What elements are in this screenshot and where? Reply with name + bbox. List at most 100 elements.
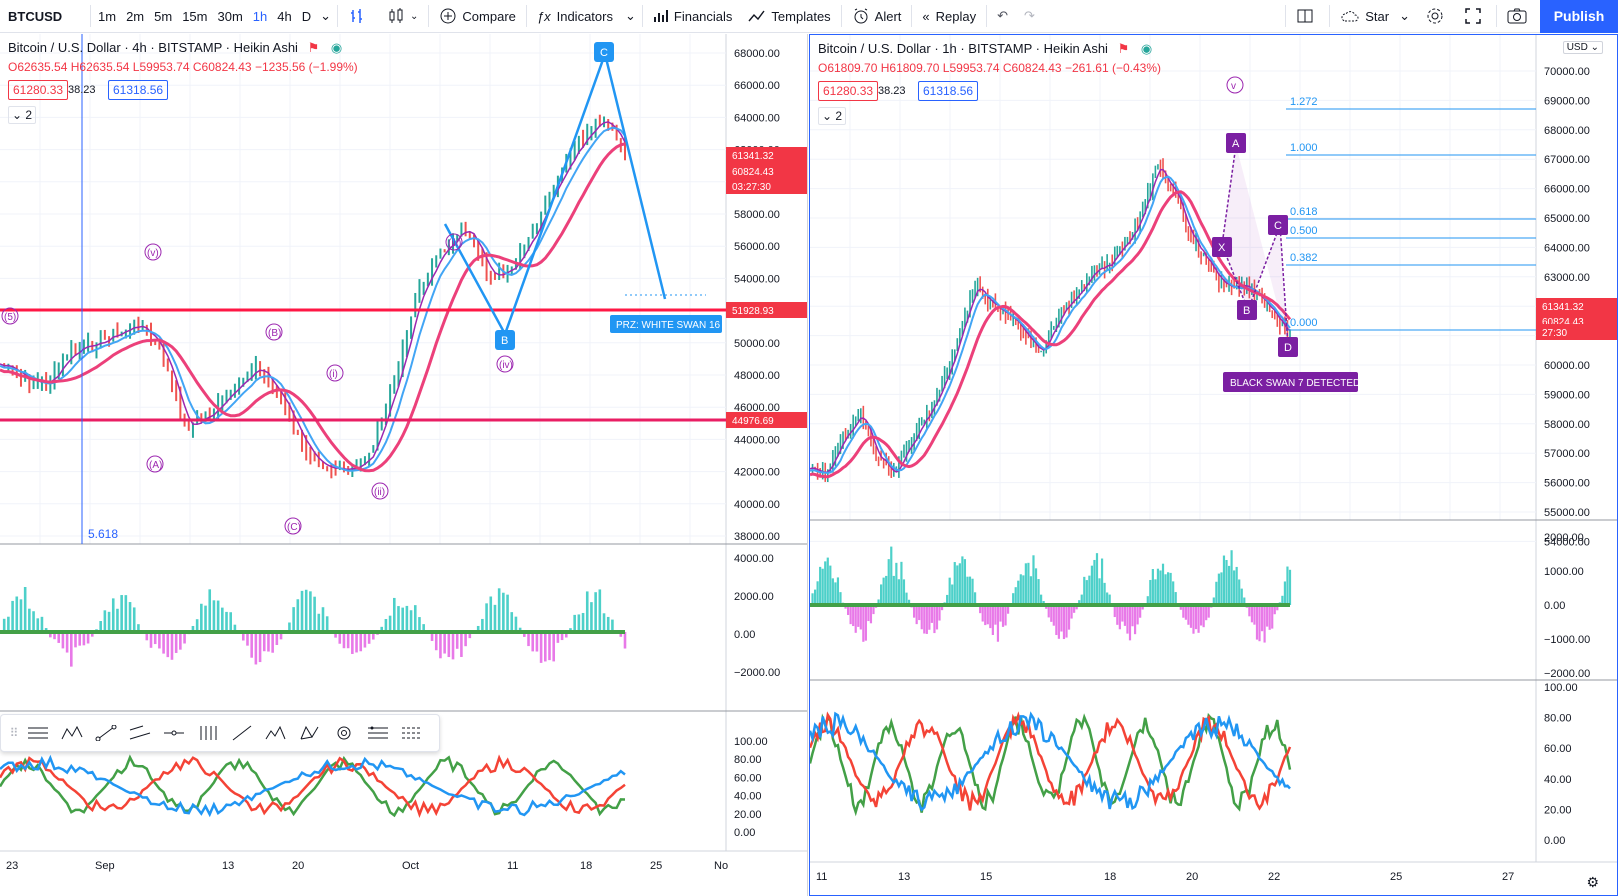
chart-canvas-1h[interactable]: 70000.00 69000.00 68000.00 67000.00 66000.00… (810, 35, 1617, 895)
fullscreen-icon[interactable] (1457, 0, 1494, 33)
buy-price-button[interactable]: 61318.56 (918, 81, 979, 101)
interval-30m[interactable]: 30m (217, 8, 243, 24)
chart-pane-4h[interactable]: 68000.0066000.0064000.0062000.0060000.00… (0, 34, 808, 896)
fib-extension-icon[interactable] (395, 718, 429, 748)
divider (1496, 5, 1497, 27)
time-tick-label: 13 (222, 860, 234, 872)
rsi-tick-label: 80.00 (1544, 713, 1572, 725)
elliott-wave-marker (284, 517, 302, 535)
harmonic-pattern-line (443, 49, 667, 338)
spiral-icon[interactable] (327, 718, 361, 748)
wave-pattern-icon[interactable] (55, 718, 89, 748)
moving-average-line (0, 142, 626, 473)
price-tick-label: 54000.00 (734, 273, 780, 285)
line-tool-icon[interactable] (225, 718, 259, 748)
redo-icon[interactable]: ↷ (1024, 8, 1035, 23)
interval-5m[interactable]: 5m (154, 8, 173, 24)
price-tick-label: 63000.00 (1544, 272, 1590, 284)
symbol-search[interactable]: BTCUSD (8, 8, 63, 24)
alert-button[interactable]: Alert (844, 0, 910, 33)
spread-value: 38.23 (68, 84, 96, 96)
rsi-tick-label: 20.00 (734, 809, 762, 821)
high-value: H61809.70 (880, 61, 940, 75)
publish-button[interactable]: Publish (1540, 0, 1618, 33)
low-value: L59953.74 (942, 61, 1000, 75)
templates-button[interactable]: Templates (740, 0, 838, 33)
moving-average-line (810, 175, 1291, 474)
interval-1h[interactable]: 1h (252, 8, 268, 24)
pattern-point-label: A (1232, 138, 1240, 150)
rsi-tick-label: 60.00 (1544, 743, 1572, 755)
price-tick-label: 54000.00 (1544, 536, 1590, 548)
settings-gear-icon[interactable] (1418, 0, 1457, 33)
price-tick-label: 67000.00 (1544, 154, 1590, 166)
trend-line-icon[interactable] (89, 718, 123, 748)
parallel-channel-icon[interactable] (123, 718, 157, 748)
chart-canvas-4h[interactable]: 68000.0066000.0064000.0062000.0060000.00… (0, 34, 808, 896)
pattern-point-bg (495, 330, 515, 350)
pattern-point-bg (1278, 337, 1298, 357)
interval-2m[interactable]: 2m (126, 8, 145, 24)
divider (1329, 5, 1331, 27)
buy-price-button[interactable]: 61318.56 (108, 80, 169, 100)
fib-level-label: 0.000 (1290, 317, 1318, 329)
osc-tick-label: 2000.00 (1544, 532, 1584, 544)
currency-selector[interactable]: USD ⌄ (1562, 41, 1603, 54)
fib-levels-icon[interactable] (361, 718, 395, 748)
replay-button[interactable]: « Replay (914, 0, 984, 33)
candle-style-icon[interactable]: ⌄ (379, 0, 426, 33)
vertical-lines-icon[interactable] (191, 718, 225, 748)
compare-button[interactable]: Compare (431, 0, 523, 33)
bar-style-icon[interactable] (340, 0, 379, 33)
rsi-tick-label: 80.00 (734, 754, 762, 766)
flag-icon[interactable]: ⚑ (307, 40, 320, 55)
price-axis-bg (1536, 35, 1617, 862)
indicators-button[interactable]: ƒx Indicators (529, 0, 621, 33)
elliott-wave-icon[interactable] (259, 718, 293, 748)
open-value: O62635.54 (8, 60, 68, 74)
settings-gear-icon[interactable]: ⚙ (1586, 874, 1599, 890)
sell-price-button[interactable]: 61280.33 (818, 81, 879, 101)
save-layout-button[interactable]: Star ⌄ (1332, 0, 1418, 33)
interval-dropdown-icon[interactable]: ⌄ (320, 8, 332, 23)
divider (90, 5, 91, 27)
elliott-wave-label: (C) (287, 522, 301, 533)
rsi-tick-label: 40.00 (1544, 774, 1572, 786)
osc-tick-label: 2000.00 (734, 591, 774, 603)
collapse-indicators-button[interactable]: ⌄ 2 (8, 106, 36, 124)
undo-icon[interactable]: ↶ (997, 8, 1009, 23)
horizontal-lines-icon[interactable] (21, 718, 55, 748)
divider (911, 5, 913, 27)
flag-icon[interactable]: ⚑ (1117, 41, 1130, 56)
interval-4h[interactable]: 4h (277, 8, 292, 24)
chart-pane-1h[interactable]: 70000.00 69000.00 68000.00 67000.00 66000.00… (809, 34, 1618, 896)
live-dot-icon: ◉ (1140, 41, 1153, 56)
close-value: C60824.43 (192, 60, 252, 74)
collapse-indicators-button[interactable]: ⌄ 2 (818, 107, 846, 125)
chevron-down-icon: ⌄ (1399, 8, 1410, 23)
elliott-wave-marker (146, 455, 164, 473)
financials-button[interactable]: Financials (645, 0, 741, 33)
camera-icon[interactable] (1499, 0, 1540, 33)
horizontal-ray-icon[interactable] (157, 718, 191, 748)
currency-label: USD (1566, 42, 1588, 53)
series-legend: Bitcoin / U.S. Dollar · 4h · BITSTAMP · … (8, 40, 342, 56)
sell-price-button[interactable]: 61280.33 (8, 80, 69, 100)
layout-icon[interactable] (1288, 0, 1327, 33)
interval-1m[interactable]: 1m (98, 8, 117, 24)
elliott-wave-marker (1226, 76, 1244, 94)
interval-D[interactable]: D (301, 8, 312, 24)
drag-handle-icon[interactable]: ⠿ (9, 726, 19, 740)
time-tick-label: 25 (1390, 871, 1402, 883)
indicators-dropdown-icon[interactable]: ⌄ (624, 8, 636, 23)
xabcd-pattern-icon[interactable] (293, 718, 327, 748)
divider (1285, 5, 1287, 27)
oscillator-line (0, 754, 626, 818)
interval-15m[interactable]: 15m (182, 8, 208, 24)
ohlc-values: O62635.54 H62635.54 L59953.74 C60824.43 … (8, 60, 358, 74)
fib-level-label: 0.382 (1290, 252, 1318, 264)
elliott-wave-label: (ii) (374, 487, 385, 498)
divider (986, 5, 988, 27)
pattern-point-bg (1226, 133, 1246, 153)
series-title: Bitcoin / U.S. Dollar · 4h · BITSTAMP · … (8, 40, 298, 55)
